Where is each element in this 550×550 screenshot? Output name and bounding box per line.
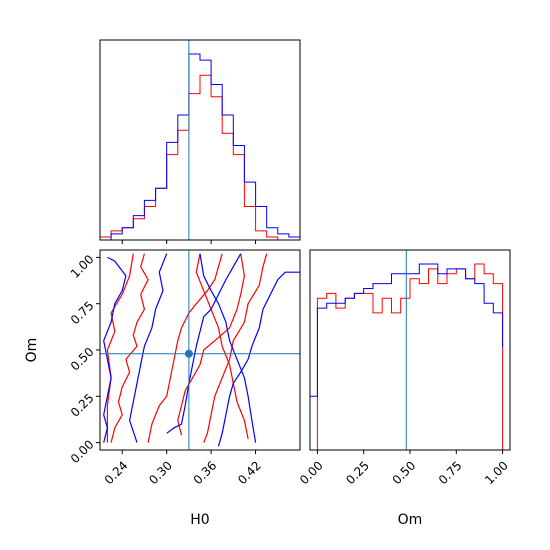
x-tick-label-2: 0.36 bbox=[191, 458, 220, 487]
y-tick-label-0: 0.00 bbox=[68, 437, 97, 466]
contour-0-0 bbox=[110, 253, 149, 443]
contour-0-4 bbox=[195, 253, 249, 440]
y-tick-label-3: 0.75 bbox=[68, 298, 97, 327]
histogram-series-0 bbox=[100, 74, 300, 240]
x-tick-label-2: 0.50 bbox=[390, 458, 419, 487]
contour-0-1 bbox=[106, 253, 134, 443]
y-tick-label-2: 0.50 bbox=[68, 345, 97, 374]
contour-0-2 bbox=[147, 253, 223, 443]
x-tick-label-4: 1.00 bbox=[482, 458, 511, 487]
x-tick-label-0: 0.00 bbox=[297, 458, 326, 487]
x-tick-label-3: 0.75 bbox=[436, 458, 465, 487]
h0-histogram-frame bbox=[99, 39, 301, 241]
contour-1-3 bbox=[217, 271, 300, 447]
y-axis-label: Om bbox=[24, 338, 40, 363]
contour-frame bbox=[99, 249, 301, 451]
x-tick-label-3: 0.42 bbox=[235, 458, 264, 487]
h0-marginal-histogram bbox=[100, 40, 300, 244]
histogram-series-1 bbox=[310, 263, 504, 450]
x-axis-label: Om bbox=[398, 512, 423, 528]
contour-0-3 bbox=[203, 253, 268, 443]
contour-1-1 bbox=[103, 256, 127, 443]
x-axis-label: H0 bbox=[190, 512, 209, 528]
histogram-series-0 bbox=[316, 263, 504, 450]
x-tick-label-0: 0.24 bbox=[102, 458, 131, 487]
contour-1-0 bbox=[128, 253, 168, 443]
y-tick-label-1: 0.25 bbox=[68, 391, 97, 420]
h0-om-contour-panel: 0.24 0.30 0.36 0.42 0.00 0.25 0.50 0.75 1.00 H0 Om bbox=[24, 250, 300, 528]
histogram-series-1 bbox=[100, 53, 300, 240]
contour-1-2 bbox=[166, 253, 242, 434]
x-tick-label-1: 0.30 bbox=[146, 458, 175, 487]
contour-1-4 bbox=[199, 253, 257, 443]
y-tick-label-4: 1.00 bbox=[68, 252, 97, 281]
contour-0-5 bbox=[177, 253, 246, 436]
truth-point bbox=[184, 349, 193, 358]
x-tick-label-1: 0.25 bbox=[343, 458, 372, 487]
om-histogram-frame bbox=[309, 249, 511, 451]
om-marginal-histogram: 0.00 0.25 0.50 0.75 1.00 Om bbox=[297, 250, 511, 528]
